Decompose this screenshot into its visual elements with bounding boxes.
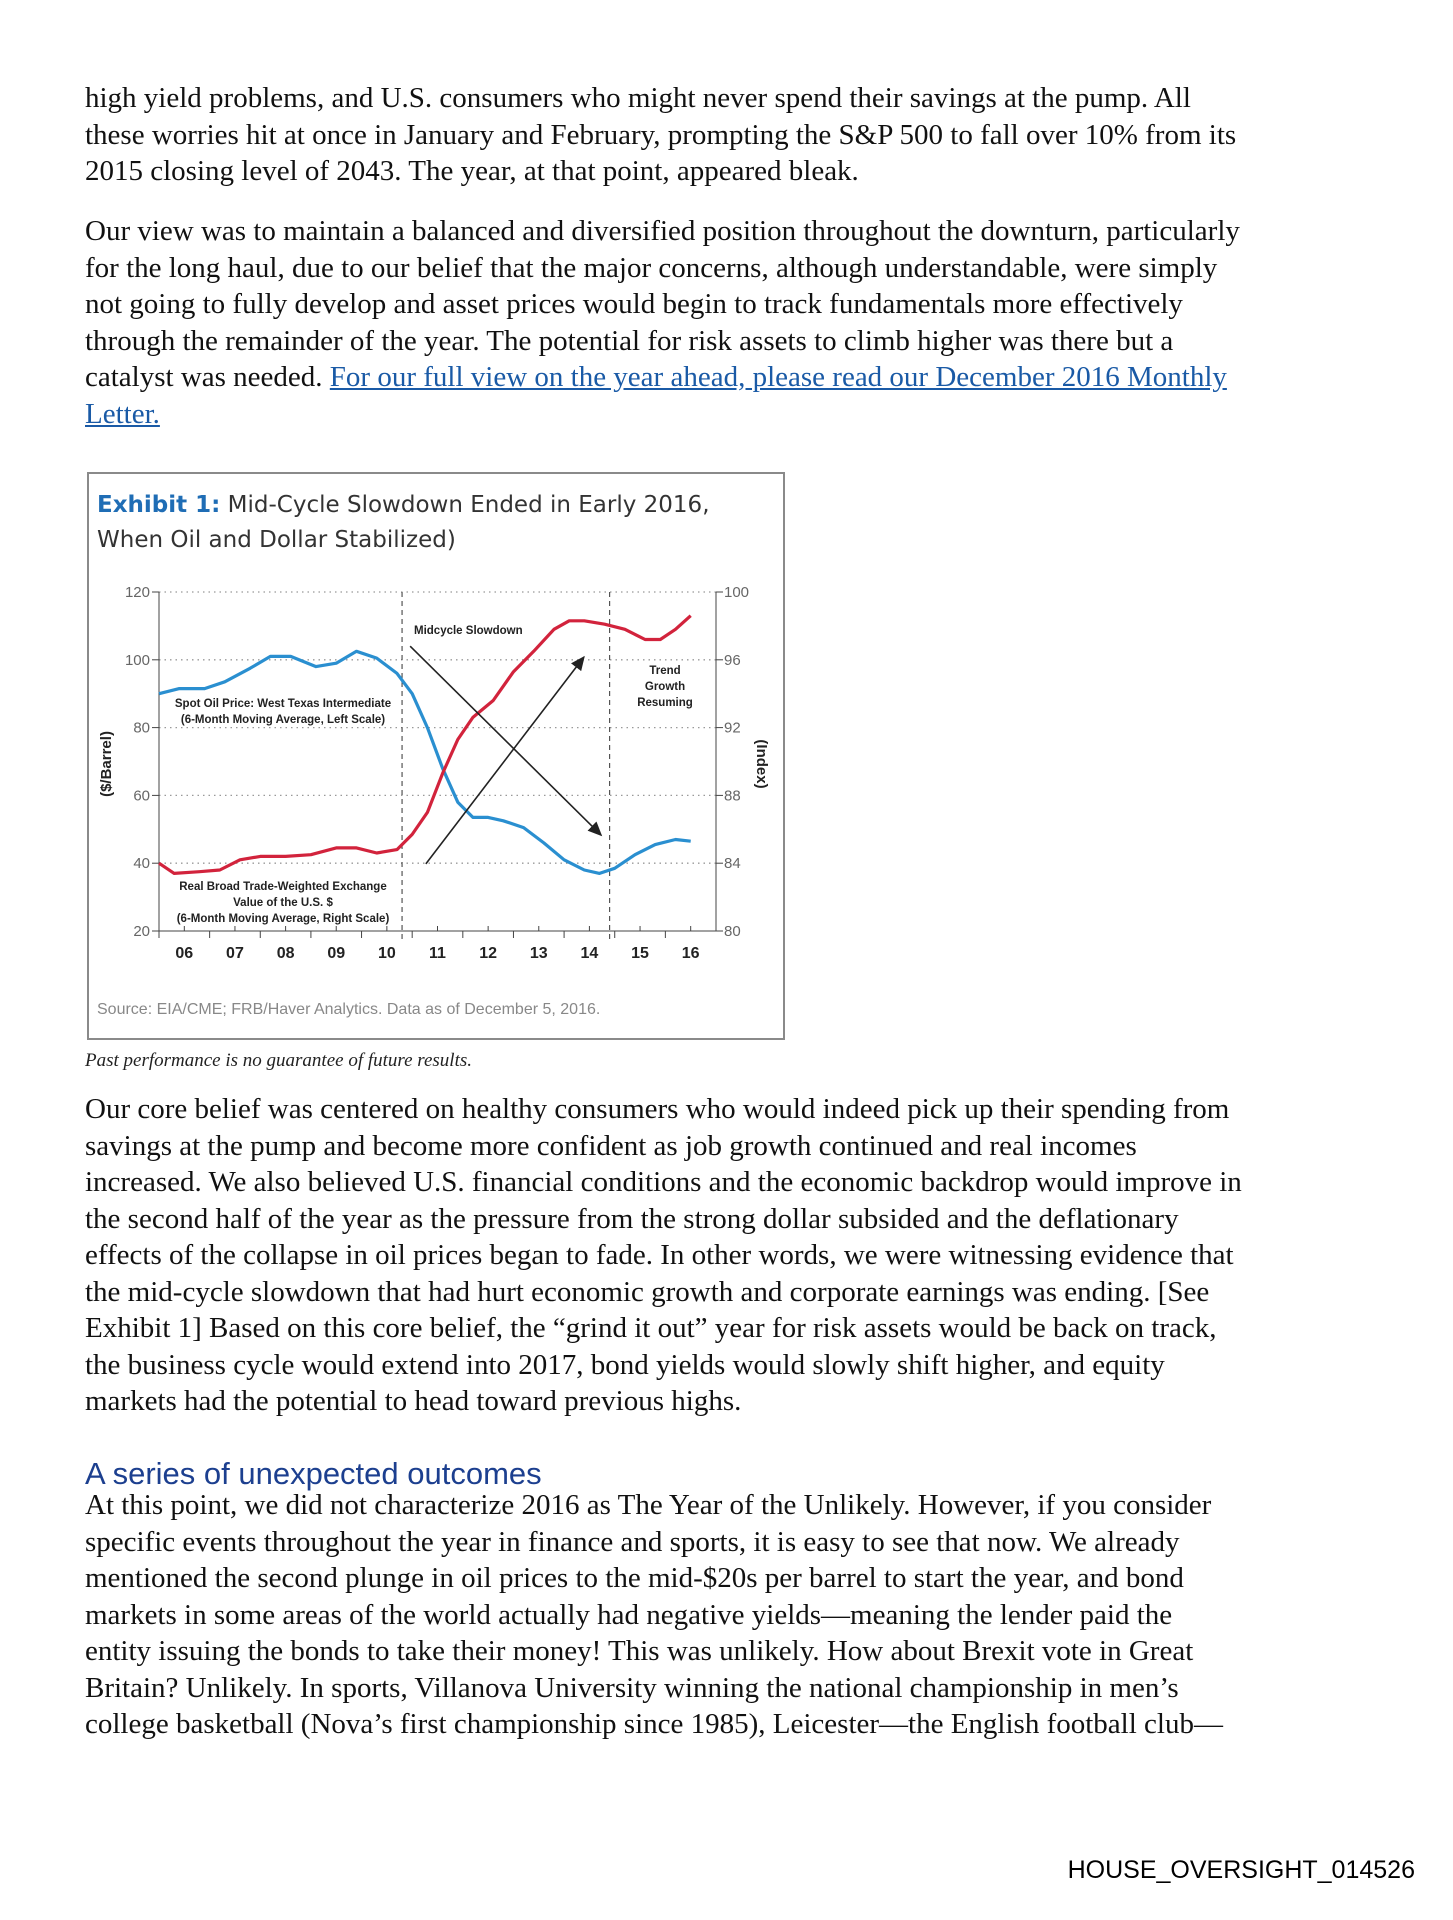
chart-svg: Exhibit 1: Mid-Cycle Slowdown Ended in E…	[97, 492, 770, 1018]
text-segment: these worries hit at once in January and…	[85, 119, 1237, 151]
y-tick-label-right: 96	[724, 652, 741, 669]
y-axis-right-label: (Index)	[753, 739, 770, 788]
text-line: through the remainder of the year. The p…	[85, 324, 1173, 358]
exhibit-1-chart: Exhibit 1: Mid-Cycle Slowdown Ended in E…	[87, 472, 785, 1040]
y-tick-label-left: 80	[133, 720, 150, 737]
text-line: not going to fully develop and asset pri…	[85, 287, 1183, 321]
text-line: for the long haul, due to our belief tha…	[85, 251, 1217, 285]
text-segment: college basketball (Nova’s first champio…	[85, 1708, 1223, 1740]
text-segment: catalyst was needed.	[85, 361, 330, 393]
oil-series-label: (6-Month Moving Average, Left Scale)	[181, 714, 385, 726]
chart-title-line2: When Oil and Dollar Stabilized)	[97, 527, 456, 553]
section-heading: A series of unexpected outcomes	[85, 1456, 542, 1491]
text-segment: savings at the pump and become more conf…	[85, 1130, 1137, 1162]
text-segment: through the remainder of the year. The p…	[85, 325, 1174, 357]
text-line: these worries hit at once in January and…	[85, 118, 1236, 152]
text-line: mentioned the second plunge in oil price…	[85, 1561, 1184, 1595]
chart-title-line1: Exhibit 1: Mid-Cycle Slowdown Ended in E…	[97, 492, 710, 518]
x-tick-label: 12	[479, 945, 497, 962]
text-line: increased. We also believed U.S. financi…	[85, 1165, 1242, 1199]
y-axis-left-label: ($/Barrel)	[98, 731, 115, 797]
y-tick-label-right: 100	[724, 584, 749, 601]
y-tick-label-left: 60	[133, 787, 150, 804]
uptrend-arrow	[425, 655, 585, 865]
text-segment: 2015 closing level of 2043. The year, at…	[85, 155, 859, 187]
document-id-footer: HOUSE_OVERSIGHT_014526	[1067, 1856, 1415, 1884]
text-line: entity issuing the bonds to take their m…	[85, 1634, 1193, 1668]
x-tick-label: 14	[581, 945, 599, 962]
text-segment: the mid-cycle slowdown that had hurt eco…	[85, 1276, 1210, 1308]
text-segment: effects of the collapse in oil prices be…	[85, 1239, 1234, 1271]
text-line: markets had the potential to head toward…	[85, 1384, 741, 1418]
text-line: the business cycle would extend into 201…	[85, 1348, 1165, 1382]
text-line: savings at the pump and become more conf…	[85, 1129, 1137, 1163]
text-line: markets in some areas of the world actua…	[85, 1598, 1172, 1632]
text-line: college basketball (Nova’s first champio…	[85, 1707, 1223, 1741]
text-line: 2015 closing level of 2043. The year, at…	[85, 154, 859, 188]
dollar-series-label: (6-Month Moving Average, Right Scale)	[177, 913, 390, 925]
text-segment: not going to fully develop and asset pri…	[85, 288, 1183, 320]
trend-growth-label: Growth	[645, 681, 685, 693]
chart-title-prefix: Exhibit 1:	[97, 492, 220, 518]
y-tick-label-left: 100	[125, 652, 150, 669]
dollar-series-line	[158, 614, 692, 875]
y-tick-label-left: 120	[125, 584, 150, 601]
text-line: catalyst was needed. For our full view o…	[85, 360, 1227, 394]
chart-caption: Past performance is no guarantee of futu…	[85, 1050, 473, 1071]
dollar-series-label: Real Broad Trade-Weighted Exchange	[179, 881, 386, 893]
text-segment: increased. We also believed U.S. financi…	[85, 1166, 1242, 1198]
text-line: Letter.	[85, 397, 160, 431]
text-line: effects of the collapse in oil prices be…	[85, 1238, 1234, 1272]
text-segment: the business cycle would extend into 201…	[85, 1349, 1165, 1381]
text-line: the mid-cycle slowdown that had hurt eco…	[85, 1275, 1209, 1309]
text-segment: markets in some areas of the world actua…	[85, 1599, 1173, 1631]
x-tick-label: 07	[226, 945, 244, 962]
text-segment: entity issuing the bonds to take their m…	[85, 1635, 1194, 1667]
text-line: the second half of the year as the press…	[85, 1202, 1179, 1236]
x-tick-label: 08	[277, 945, 295, 962]
x-tick-label: 16	[682, 945, 700, 962]
text-segment: high yield problems, and U.S. consumers …	[85, 82, 1191, 114]
oil-series-label: Spot Oil Price: West Texas Intermediate	[175, 698, 391, 710]
x-tick-label: 09	[327, 945, 345, 962]
x-tick-label: 06	[175, 945, 193, 962]
dollar-series-label: Value of the U.S. $	[233, 897, 333, 909]
chart-title-text: Mid-Cycle Slowdown Ended in Early 2016,	[228, 492, 710, 518]
text-line: specific events throughout the year in f…	[85, 1525, 1180, 1559]
x-tick-label: 15	[631, 945, 649, 962]
text-segment: for the long haul, due to our belief tha…	[85, 252, 1218, 284]
x-tick-label: 11	[429, 945, 446, 962]
text-segment: mentioned the second plunge in oil price…	[85, 1562, 1184, 1594]
text-line: Our view was to maintain a balanced and …	[85, 214, 1240, 248]
x-tick-label: 13	[530, 945, 548, 962]
text-segment: Our view was to maintain a balanced and …	[85, 215, 1240, 247]
text-line: Britain? Unlikely. In sports, Villanova …	[85, 1671, 1179, 1705]
downtrend-arrow	[409, 645, 603, 837]
text-line: Exhibit 1] Based on this core belief, th…	[85, 1311, 1216, 1345]
text-segment: markets had the potential to head toward…	[85, 1385, 742, 1417]
text-segment: At this point, we did not characterize 2…	[85, 1489, 1212, 1521]
text-segment: specific events throughout the year in f…	[85, 1526, 1180, 1558]
text-segment: Our core belief was centered on healthy …	[85, 1093, 1230, 1125]
midcycle-slowdown-label: Midcycle Slowdown	[414, 625, 523, 637]
text-segment: Exhibit 1] Based on this core belief, th…	[85, 1312, 1217, 1344]
text-line: high yield problems, and U.S. consumers …	[85, 81, 1191, 115]
y-tick-label-right: 84	[724, 855, 741, 872]
y-tick-label-right: 80	[724, 923, 741, 940]
y-tick-label-left: 40	[133, 855, 150, 872]
text-line: Our core belief was centered on healthy …	[85, 1092, 1229, 1126]
trend-growth-label: Resuming	[637, 697, 693, 709]
trend-growth-label: Trend	[649, 665, 680, 677]
monthly-letter-link[interactable]: For our full view on the year ahead, ple…	[329, 361, 1227, 393]
y-tick-label-left: 20	[133, 923, 150, 940]
text-segment: the second half of the year as the press…	[85, 1203, 1179, 1235]
text-segment: Britain? Unlikely. In sports, Villanova …	[85, 1672, 1179, 1704]
monthly-letter-link[interactable]: Letter.	[85, 398, 160, 430]
oil-series-line	[158, 649, 691, 875]
chart-source: Source: EIA/CME; FRB/Haver Analytics. Da…	[97, 1001, 600, 1018]
x-tick-label: 10	[378, 945, 396, 962]
y-tick-label-right: 88	[724, 787, 741, 804]
text-line: At this point, we did not characterize 2…	[85, 1488, 1211, 1522]
y-tick-label-right: 92	[724, 720, 741, 737]
